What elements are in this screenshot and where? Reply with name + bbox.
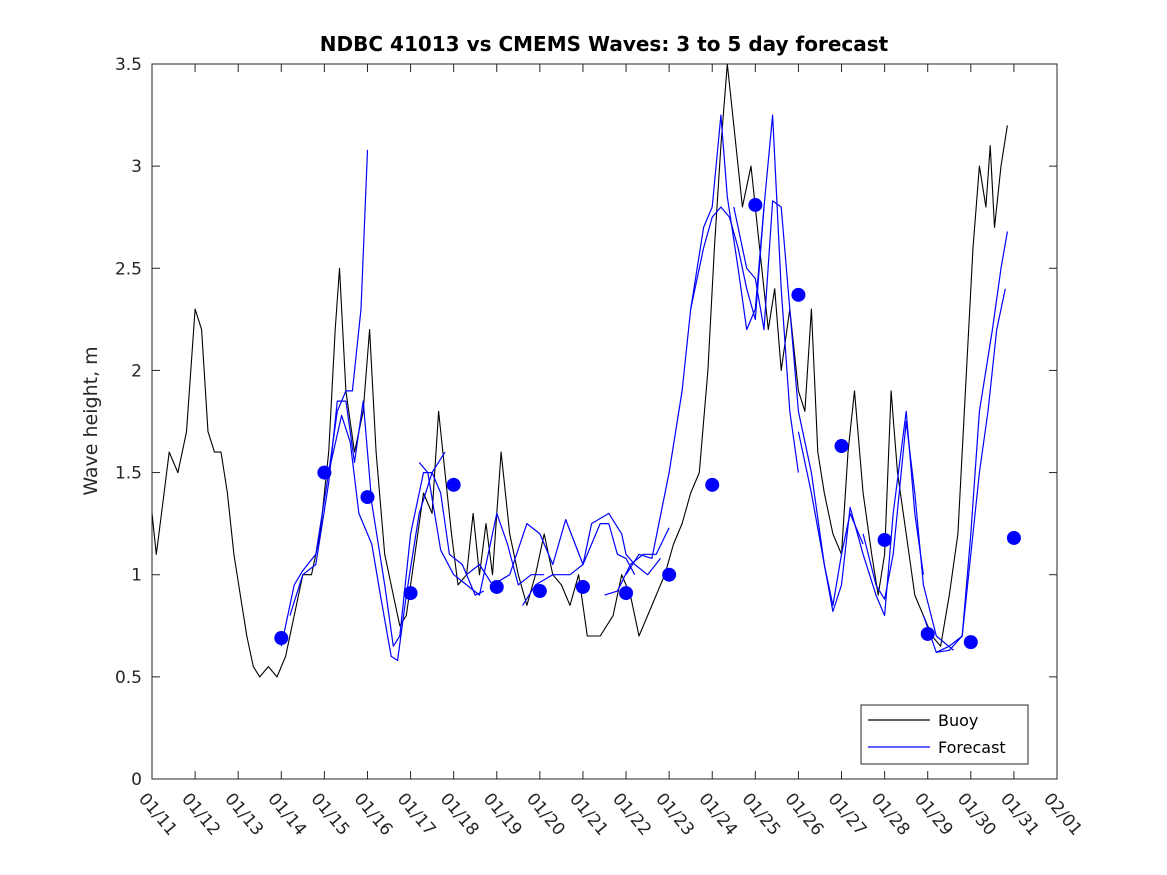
y-tick-label: 1 [131, 566, 142, 586]
forecast-series-line [797, 410, 924, 617]
forecast-marker-point [317, 465, 332, 480]
y-tick-label: 1.5 [115, 464, 142, 484]
forecast-series-line [522, 512, 661, 606]
forecast-marker-point [877, 532, 892, 547]
y-tick-label: 3.5 [115, 55, 142, 75]
forecast-marker-point [963, 635, 978, 650]
forecast-series-line [625, 206, 765, 576]
forecast-series-line [862, 420, 954, 651]
forecast-series-line [328, 414, 485, 662]
y-axis: 0 0.5 1 1.5 2 2.5 3 3.5 [115, 55, 1057, 790]
forecast-series-line [289, 400, 446, 647]
chart-title: NDBC 41013 vs CMEMS Waves: 3 to 5 day fo… [320, 32, 889, 56]
forecast-marker-point [360, 490, 375, 505]
legend-forecast-label: Forecast [938, 738, 1006, 757]
forecast-marker-point [1006, 530, 1021, 545]
forecast-series-line [733, 200, 864, 606]
forecast-marker-point [619, 586, 634, 601]
y-tick-label: 0.5 [115, 668, 142, 688]
forecast-series-line [604, 527, 670, 596]
y-tick-label: 0 [131, 770, 142, 790]
forecast-marker-point [532, 584, 547, 599]
forecast-marker-point [791, 287, 806, 302]
forecast-marker-point [575, 579, 590, 594]
forecast-marker-point [705, 477, 720, 492]
forecast-marker-point [662, 567, 677, 582]
forecast-series-line [922, 231, 1008, 653]
forecast-series-line [690, 114, 799, 473]
forecast-series-line [936, 288, 1006, 653]
forecast-marker-point [834, 439, 849, 454]
forecast-marker-point [920, 626, 935, 641]
axes-box [151, 63, 1058, 780]
legend-box [860, 704, 1029, 765]
forecast-marker-point [274, 631, 289, 646]
forecast-markers [274, 197, 1021, 650]
y-tick-label: 2 [131, 361, 142, 381]
forecast-marker-point [748, 197, 763, 212]
buoy-series-line [151, 63, 1008, 678]
y-tick-label: 3 [131, 157, 142, 177]
forecast-marker-point [403, 586, 418, 601]
forecast-marker-point [489, 579, 504, 594]
forecast-marker-point [446, 477, 461, 492]
legend-buoy-label: Buoy [938, 711, 978, 730]
y-tick-label: 2.5 [115, 259, 142, 279]
legend: Buoy Forecast [860, 704, 1029, 765]
y-axis-label: Wave height, m [80, 346, 102, 495]
forecast-series-line [418, 462, 545, 596]
